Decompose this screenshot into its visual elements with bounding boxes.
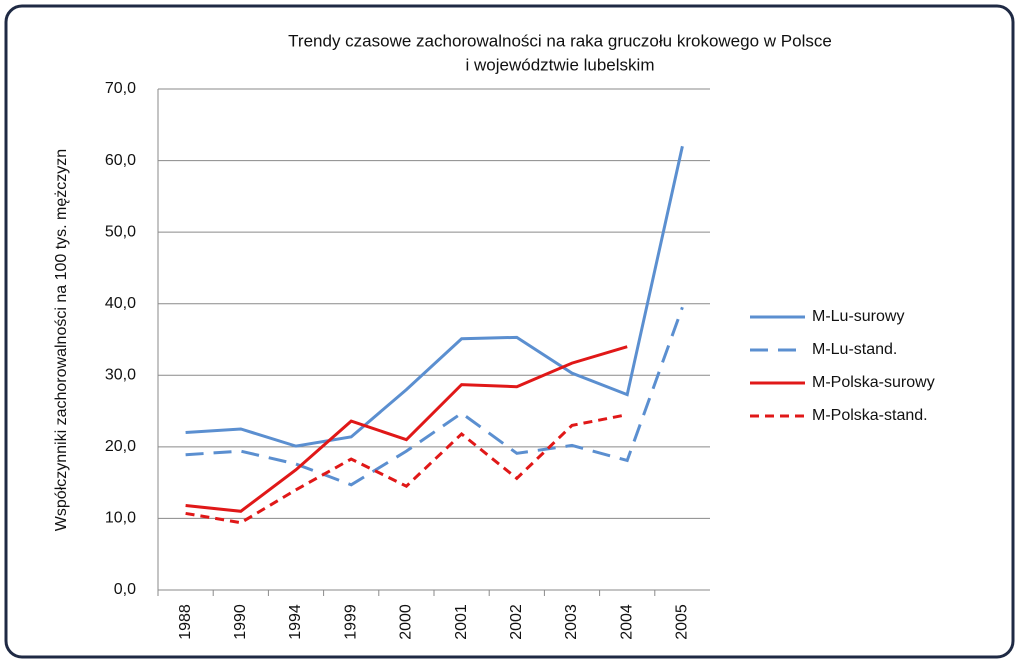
series-line [185,306,684,487]
chart-frame [4,4,1015,659]
y-tick-label: 20,0 [105,438,136,455]
y-tick-label: 30,0 [105,367,136,384]
x-tick-label: 1994 [287,604,304,640]
legend-label: M-Polska-stand. [812,407,928,424]
x-tick-label: 2001 [453,604,470,640]
y-tick-label: 10,0 [105,510,136,527]
x-tick-label: 2005 [674,604,691,640]
y-axis-label: Współczynniki zachorowalności na 100 tys… [53,149,70,531]
chart-title: i województwie lubelskim [466,55,655,74]
y-tick-label: 50,0 [105,223,136,240]
series-line [185,413,628,525]
chart-title: Trendy czasowe zachorowalności na raka g… [288,31,832,50]
x-tick-label: 2002 [508,604,525,640]
legend-label: M-Polska-surowy [812,374,935,391]
x-tick-label: 2004 [618,604,635,640]
y-tick-label: 70,0 [105,80,136,97]
y-tick-label: 60,0 [105,152,136,169]
series-line [185,345,628,513]
legend-label: M-Lu-surowy [812,308,904,325]
series-line [185,145,684,448]
x-tick-label: 2003 [563,604,580,640]
y-tick-label: 0,0 [114,581,136,598]
x-tick-label: 1990 [232,604,249,640]
x-tick-label: 2000 [398,604,415,640]
y-tick-label: 40,0 [105,295,136,312]
x-tick-label: 1988 [177,604,194,640]
x-tick-label: 1999 [342,604,359,640]
legend-label: M-Lu-stand. [812,341,897,358]
